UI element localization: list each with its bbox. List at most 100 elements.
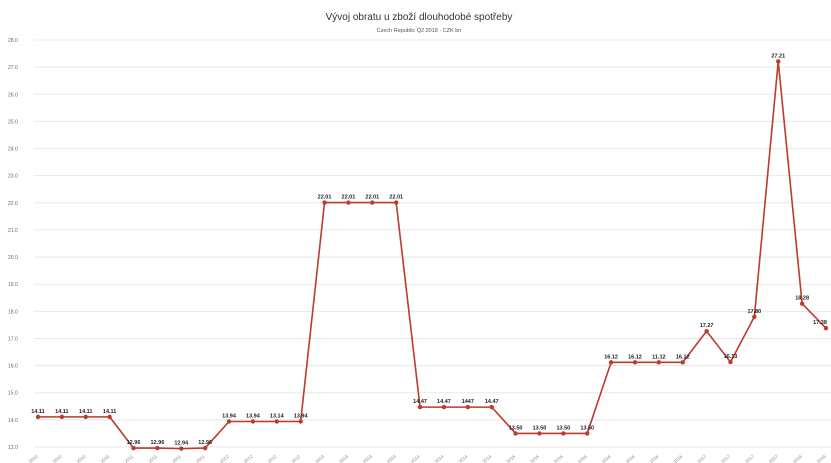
x-tick-label: 2015 [553, 454, 564, 463]
data-label: 14.47 [413, 399, 427, 405]
x-tick-label: 2014 [458, 454, 469, 463]
data-point [680, 360, 685, 365]
y-tick-label: 19.0 [8, 282, 18, 288]
x-tick-label: 2014 [434, 454, 445, 463]
x-tick-label: 2018 [816, 454, 827, 463]
x-tick-label: 2013 [362, 454, 373, 463]
data-label: 12.94 [174, 441, 189, 447]
y-tick-label: 14.0 [8, 418, 18, 424]
data-label: 14.11 [103, 409, 116, 415]
x-tick-label: 2012 [243, 454, 254, 463]
y-tick-label: 21.0 [8, 228, 18, 234]
data-label: 12.96 [198, 440, 212, 446]
data-point [417, 404, 423, 410]
x-axis-ticks: 2010 2010 2010 2010 2011 2011 2011 2011 2012 2012… [28, 454, 827, 463]
x-tick-label: 2017 [720, 454, 731, 463]
x-tick-label: 2012 [290, 454, 301, 463]
data-point [441, 404, 447, 410]
x-tick-label: 2015 [529, 454, 540, 463]
data-point [226, 419, 232, 424]
x-tick-label: 2015 [577, 454, 588, 463]
data-point [322, 200, 327, 205]
data-point [728, 359, 733, 365]
x-tick-label: 2013 [338, 454, 349, 463]
y-tick-label: 23.0 [8, 174, 18, 180]
data-point [513, 431, 518, 436]
data-point [823, 325, 829, 331]
data-point [656, 360, 662, 365]
data-labels: 14.11 14.11 14.11 14.11 12.96 12.96 12.94 12.96… [31, 53, 827, 446]
data-label: 17.80 [747, 309, 761, 315]
data-label: 13.14 [270, 413, 285, 419]
data-label: 13.50 [509, 425, 523, 431]
data-point [107, 414, 112, 420]
data-point [346, 200, 351, 205]
x-tick-label: 2016 [672, 454, 683, 463]
data-label: 14.11 [79, 409, 92, 415]
data-point [561, 431, 566, 436]
data-points [35, 59, 829, 451]
series-line [38, 60, 827, 450]
data-label: 12.96 [151, 440, 165, 446]
y-tick-label: 27.0 [8, 65, 18, 71]
data-label: 17.27 [700, 323, 714, 329]
x-tick-label: 2017 [744, 454, 755, 463]
x-tick-label: 2011 [147, 454, 158, 463]
data-label: 14.47 [485, 399, 499, 405]
data-label: 12.96 [127, 440, 141, 446]
y-tick-label: 16.0 [8, 364, 18, 370]
data-label: 16.12 [604, 354, 618, 360]
data-point [465, 404, 471, 410]
y-tick-label: 28.0 [8, 38, 18, 44]
data-label: 17.38 [813, 320, 827, 326]
x-tick-label: 2010 [99, 454, 110, 463]
data-label: 22.01 [389, 195, 403, 201]
series-line-group [38, 60, 827, 450]
data-point [799, 301, 805, 306]
data-point [155, 445, 160, 451]
x-tick-label: 2010 [76, 454, 87, 463]
x-tick-label: 2013 [386, 454, 397, 463]
data-label: 13.50 [533, 425, 547, 431]
y-tick-label: 15.0 [8, 391, 18, 397]
x-tick-label: 2013 [314, 454, 325, 463]
data-point [393, 200, 399, 205]
x-tick-label: 2011 [195, 454, 206, 463]
data-label: 16.12 [676, 354, 690, 360]
x-tick-label: 2016 [649, 454, 660, 463]
data-point [179, 446, 184, 451]
x-tick-label: 2017 [768, 454, 779, 463]
data-point [250, 419, 256, 424]
data-label: 13.94 [294, 413, 309, 419]
x-tick-label: 2015 [505, 454, 516, 463]
data-point [608, 360, 614, 365]
data-label: 22.01 [365, 195, 379, 201]
data-label: 16.12 [628, 354, 642, 360]
data-label: 11.12 [652, 354, 665, 360]
grid-lines [34, 39, 831, 448]
data-label: 16.13 [724, 354, 738, 360]
data-label: 22.01 [342, 195, 356, 201]
data-point [274, 419, 279, 424]
x-tick-label: 2012 [219, 454, 230, 463]
data-point [489, 404, 494, 410]
data-point [704, 328, 709, 334]
data-point [35, 414, 41, 420]
y-tick-label: 25.0 [8, 119, 18, 125]
data-point [131, 445, 136, 451]
x-tick-label: 2011 [124, 454, 135, 463]
x-tick-label: 2016 [625, 454, 636, 463]
chart-subtitle: Czech Republic Q2 2018 - CZK bn [377, 28, 462, 34]
data-point [537, 431, 542, 436]
data-point [202, 445, 208, 451]
data-label: 13.50 [556, 425, 570, 431]
y-tick-label: 13.0 [8, 445, 18, 451]
data-point [585, 431, 590, 436]
data-point [298, 419, 303, 424]
x-tick-label: 2016 [601, 454, 612, 463]
x-tick-label: 2012 [267, 454, 278, 463]
data-label: 27.21 [771, 53, 785, 59]
y-tick-label: 17.0 [8, 336, 18, 342]
data-label: 13.94 [222, 413, 237, 419]
